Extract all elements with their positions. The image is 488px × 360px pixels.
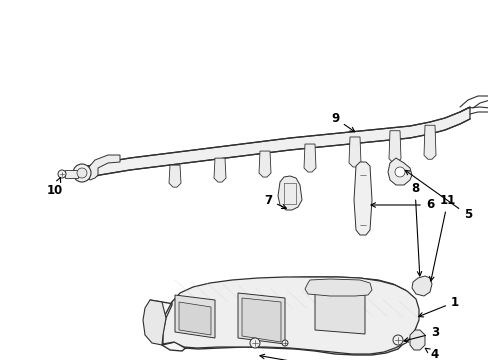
Polygon shape bbox=[259, 151, 270, 177]
Polygon shape bbox=[65, 170, 78, 178]
Polygon shape bbox=[242, 298, 281, 342]
Text: 6: 6 bbox=[370, 198, 433, 211]
Text: 5: 5 bbox=[405, 170, 471, 221]
Text: 4: 4 bbox=[425, 348, 438, 360]
Polygon shape bbox=[387, 158, 411, 185]
Polygon shape bbox=[163, 277, 418, 354]
Circle shape bbox=[394, 167, 404, 177]
Text: 1: 1 bbox=[418, 296, 458, 317]
Polygon shape bbox=[175, 295, 215, 338]
Polygon shape bbox=[314, 290, 364, 334]
Polygon shape bbox=[388, 131, 400, 163]
Circle shape bbox=[58, 170, 66, 178]
Polygon shape bbox=[348, 137, 360, 167]
Text: 3: 3 bbox=[403, 327, 438, 342]
Polygon shape bbox=[411, 276, 431, 296]
Polygon shape bbox=[278, 176, 302, 210]
Polygon shape bbox=[88, 155, 120, 180]
Polygon shape bbox=[238, 293, 285, 344]
Circle shape bbox=[249, 338, 260, 348]
Polygon shape bbox=[304, 144, 315, 172]
Text: 7: 7 bbox=[264, 194, 286, 208]
Polygon shape bbox=[80, 107, 469, 180]
Polygon shape bbox=[423, 125, 435, 159]
Polygon shape bbox=[353, 162, 371, 235]
Polygon shape bbox=[150, 277, 417, 355]
Circle shape bbox=[282, 340, 287, 346]
Circle shape bbox=[73, 164, 91, 182]
Circle shape bbox=[392, 335, 402, 345]
Polygon shape bbox=[142, 300, 165, 345]
Polygon shape bbox=[214, 158, 225, 182]
Circle shape bbox=[77, 168, 87, 178]
Polygon shape bbox=[169, 165, 181, 187]
Text: 10: 10 bbox=[47, 177, 63, 197]
Text: 9: 9 bbox=[330, 112, 354, 132]
Polygon shape bbox=[305, 279, 371, 296]
Polygon shape bbox=[409, 330, 424, 350]
Text: 8: 8 bbox=[410, 181, 421, 276]
Text: 2: 2 bbox=[260, 354, 333, 360]
Polygon shape bbox=[179, 302, 210, 335]
Text: 11: 11 bbox=[428, 194, 455, 281]
